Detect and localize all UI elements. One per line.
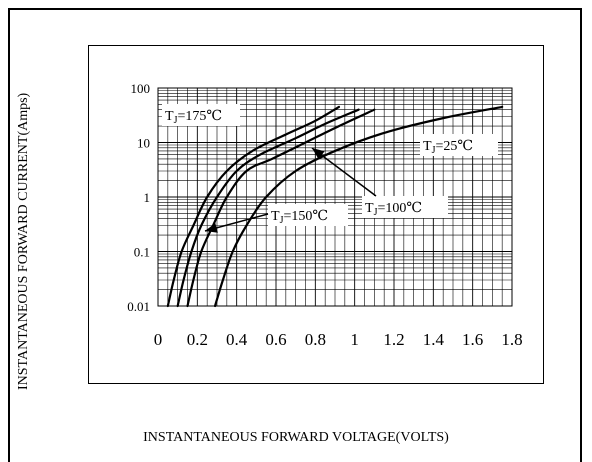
x-tick-label: 0.2 (187, 330, 208, 349)
plot-area (157, 87, 513, 307)
y-tick-label: 0.01 (127, 299, 150, 314)
annotation-text: TJ=25℃ (423, 139, 473, 156)
annotations: TJ=175℃ TJ=150℃ TJ=100℃ TJ=25℃ (162, 104, 498, 233)
y-axis-label: INSTANTANEOUS FORWARD CURRENT(Amps) (16, 92, 31, 390)
curves (166, 105, 504, 308)
x-tick-label: 1 (350, 330, 359, 349)
series-line (213, 105, 504, 308)
series-line (166, 105, 341, 308)
annotation-arrow (311, 147, 377, 197)
y-tick-label: 100 (131, 81, 151, 96)
y-tick-label: 10 (137, 136, 150, 151)
x-tick-label: 0 (154, 330, 163, 349)
axes: 0 0.2 0.4 0.6 0.8 1 1.2 1.4 1.6 1.8 100 10 1 0.1 0.01 (127, 81, 522, 349)
annotation-text: TJ=150℃ (271, 209, 328, 226)
annotation-bg (268, 204, 348, 226)
annotation-bg (362, 196, 448, 218)
y-tick-label: 1 (144, 190, 151, 205)
annotation-text: TJ=100℃ (365, 201, 422, 218)
annotation-label: TJ=175℃ (162, 104, 240, 126)
annotation-label: TJ=25℃ (420, 134, 498, 156)
x-tick-label: 1.4 (423, 330, 445, 349)
y-axis-label-container: INSTANTANEOUS FORWARD CURRENT(Amps) (10, 20, 34, 400)
annotation-bg (162, 104, 240, 126)
series-line (176, 108, 360, 308)
x-tick-label: 1.8 (501, 330, 522, 349)
arrowhead (205, 223, 218, 233)
arrowhead (312, 148, 325, 160)
x-tick-label: 1.6 (462, 330, 483, 349)
x-tick-label: 0.6 (265, 330, 286, 349)
annotation-text: TJ=175℃ (165, 109, 222, 126)
x-tick-label: 0.8 (305, 330, 326, 349)
chart-box (88, 45, 544, 384)
annotation-label: TJ=100℃ (311, 147, 448, 218)
figure-frame (8, 8, 582, 462)
y-tick-label: 0.1 (134, 245, 150, 260)
x-axis-label: INSTANTANEOUS FORWARD VOLTAGE(VOLTS) (143, 430, 449, 445)
annotation-label: TJ=150℃ (204, 204, 348, 233)
x-tick-label: 0.4 (226, 330, 248, 349)
x-tick-label: 1.2 (383, 330, 404, 349)
annotation-bg (420, 134, 498, 156)
series-line (186, 108, 376, 308)
